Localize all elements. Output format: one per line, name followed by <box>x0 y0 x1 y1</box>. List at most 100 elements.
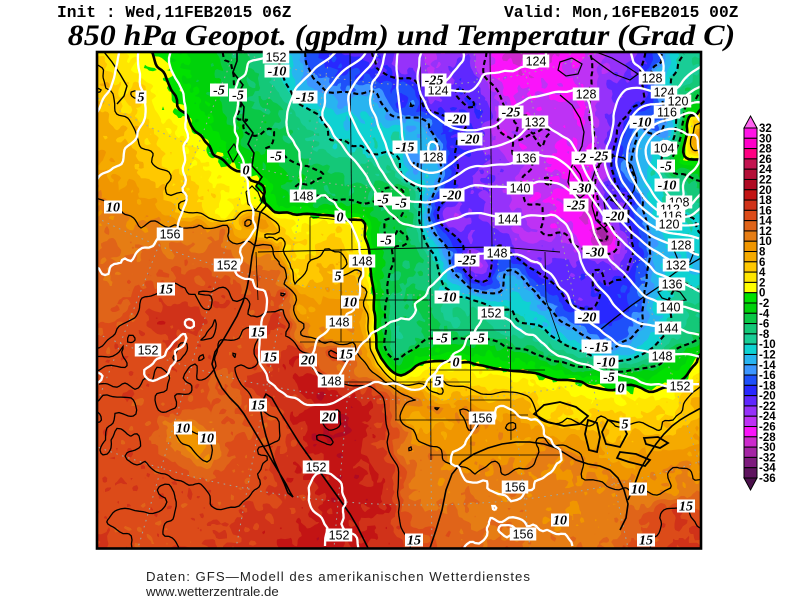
svg-text:136: 136 <box>662 278 683 292</box>
svg-text:148: 148 <box>487 247 508 261</box>
svg-text:148: 148 <box>321 375 342 389</box>
svg-text:-30: -30 <box>586 246 605 261</box>
svg-text:140: 140 <box>510 182 531 196</box>
svg-text:-25: -25 <box>590 150 609 165</box>
svg-text:-15: -15 <box>296 91 315 106</box>
svg-text:-5: -5 <box>603 371 615 386</box>
svg-text:15: 15 <box>339 348 353 363</box>
svg-text:-25: -25 <box>502 106 521 121</box>
svg-text:156: 156 <box>505 481 526 495</box>
svg-text:20: 20 <box>300 354 315 369</box>
svg-text:148: 148 <box>293 190 314 204</box>
svg-text:20: 20 <box>321 411 336 426</box>
svg-text:152: 152 <box>481 307 502 321</box>
svg-text:152: 152 <box>266 51 287 65</box>
svg-text:-10: -10 <box>268 65 287 80</box>
svg-text:28: 28 <box>759 144 772 156</box>
svg-text:10: 10 <box>343 296 357 311</box>
svg-text:18: 18 <box>759 195 772 207</box>
svg-text:148: 148 <box>352 255 373 269</box>
svg-text:32: 32 <box>759 123 772 135</box>
svg-text:120: 120 <box>668 95 689 109</box>
svg-text:15: 15 <box>159 283 173 298</box>
svg-text:-8: -8 <box>759 329 770 341</box>
svg-text:8: 8 <box>759 247 766 259</box>
svg-text:15: 15 <box>407 534 421 549</box>
svg-text:-30: -30 <box>573 182 592 197</box>
svg-text:24: 24 <box>759 164 772 176</box>
svg-text:5: 5 <box>435 375 442 390</box>
svg-text:128: 128 <box>671 239 692 253</box>
svg-text:-25: -25 <box>567 199 586 214</box>
svg-text:-6: -6 <box>759 319 769 331</box>
svg-text:-20: -20 <box>461 133 480 148</box>
svg-text:-5: -5 <box>213 84 225 99</box>
svg-text:-10: -10 <box>597 356 616 371</box>
svg-text:152: 152 <box>670 380 691 394</box>
svg-text:124: 124 <box>526 55 547 69</box>
svg-text:136: 136 <box>516 152 537 166</box>
svg-text:128: 128 <box>423 151 444 165</box>
svg-text:-30: -30 <box>759 442 776 454</box>
svg-text:-20: -20 <box>578 311 597 326</box>
svg-text:-15: -15 <box>590 341 609 356</box>
svg-text:10: 10 <box>631 483 645 498</box>
svg-text:-34: -34 <box>759 463 776 475</box>
svg-text:-36: -36 <box>759 473 776 485</box>
svg-text:30: 30 <box>759 133 772 145</box>
svg-text:22: 22 <box>759 174 772 186</box>
svg-text:-5: -5 <box>473 332 485 347</box>
svg-text:148: 148 <box>652 350 673 364</box>
svg-text:-24: -24 <box>759 411 776 423</box>
svg-text:156: 156 <box>472 412 493 426</box>
svg-text:-10: -10 <box>438 291 457 306</box>
svg-text:-22: -22 <box>759 401 776 413</box>
svg-text:10: 10 <box>553 514 567 529</box>
svg-text:14: 14 <box>759 216 772 228</box>
svg-text:132: 132 <box>666 259 687 273</box>
svg-text:156: 156 <box>513 528 534 542</box>
svg-text:144: 144 <box>498 213 519 227</box>
svg-text:152: 152 <box>217 259 238 273</box>
svg-text:-10: -10 <box>658 179 677 194</box>
svg-text:0: 0 <box>243 164 250 179</box>
svg-text:140: 140 <box>660 301 681 315</box>
svg-text:16: 16 <box>759 205 772 217</box>
svg-text:15: 15 <box>263 351 277 366</box>
svg-text:-20: -20 <box>448 113 467 128</box>
svg-text:26: 26 <box>759 154 772 166</box>
svg-text:-12: -12 <box>759 349 776 361</box>
svg-text:-25: -25 <box>458 254 477 269</box>
svg-text:120: 120 <box>659 218 680 232</box>
svg-text:124: 124 <box>428 84 449 98</box>
svg-text:5: 5 <box>138 91 145 106</box>
svg-text:10: 10 <box>176 422 190 437</box>
svg-text:12: 12 <box>759 226 772 238</box>
svg-text:10: 10 <box>200 432 214 447</box>
svg-text:-26: -26 <box>759 422 776 434</box>
svg-text:-20: -20 <box>606 210 625 225</box>
svg-text:20: 20 <box>759 185 772 197</box>
svg-text:-5: -5 <box>395 197 407 212</box>
svg-text:15: 15 <box>251 326 265 341</box>
svg-text:-15: -15 <box>396 141 415 156</box>
svg-text:-5: -5 <box>377 193 389 208</box>
svg-text:148: 148 <box>329 316 350 330</box>
svg-text:-2: -2 <box>759 298 769 310</box>
svg-text:144: 144 <box>658 322 679 336</box>
svg-text:128: 128 <box>576 88 597 102</box>
svg-text:-5: -5 <box>232 89 244 104</box>
svg-text:152: 152 <box>138 344 159 358</box>
svg-text:-5: -5 <box>436 332 448 347</box>
svg-text:15: 15 <box>251 399 265 414</box>
svg-text:6: 6 <box>759 257 765 269</box>
svg-text:152: 152 <box>329 529 350 543</box>
svg-text:-16: -16 <box>759 370 776 382</box>
svg-text:0: 0 <box>337 211 344 226</box>
svg-text:-4: -4 <box>759 308 770 320</box>
svg-text:-32: -32 <box>759 452 776 464</box>
svg-text:-20: -20 <box>759 391 776 403</box>
svg-text:132: 132 <box>525 116 546 130</box>
svg-text:128: 128 <box>642 72 663 86</box>
svg-text:-10: -10 <box>633 116 652 131</box>
